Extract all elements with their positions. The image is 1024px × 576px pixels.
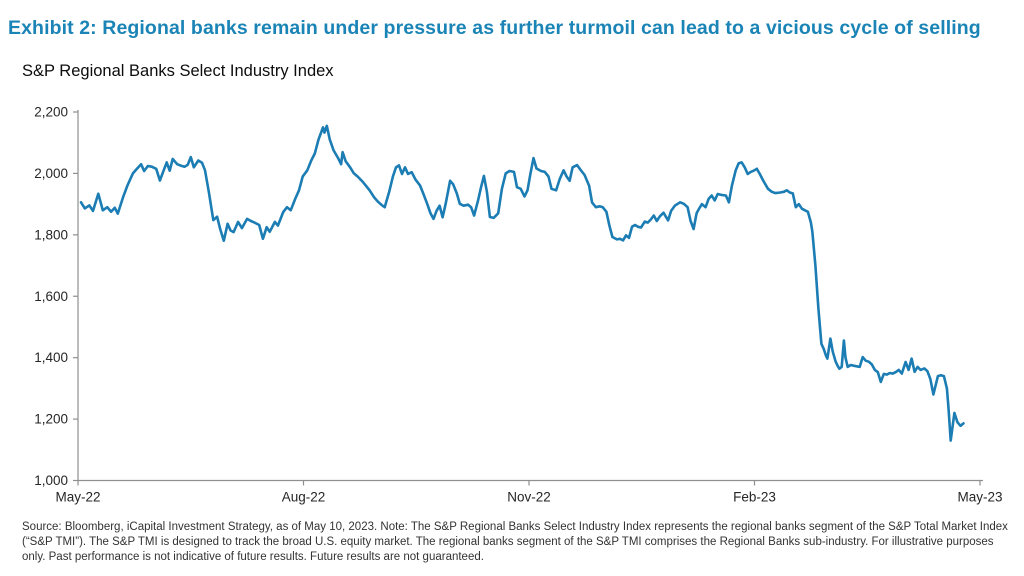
exhibit-title: Exhibit 2: Regional banks remain under p… — [8, 17, 981, 39]
x-axis-tick-label: Aug-22 — [282, 490, 326, 505]
y-axis-tick-label: 2,200 — [34, 105, 68, 120]
y-axis-tick-label: 1,600 — [34, 289, 68, 304]
chart-subtitle: S&P Regional Banks Select Industry Index — [22, 62, 334, 80]
y-axis-tick-label: 1,400 — [34, 350, 68, 365]
x-axis-tick-label: Nov-22 — [507, 490, 551, 505]
y-axis-tick-label: 2,000 — [34, 166, 68, 181]
x-axis-tick-label: Feb-23 — [733, 490, 776, 505]
source-note: Source: Bloomberg, iCapital Investment S… — [22, 521, 1008, 563]
y-axis-tick-label: 1,000 — [34, 473, 68, 488]
y-axis-tick-label: 1,200 — [34, 412, 68, 427]
x-axis-tick-label: May-22 — [55, 490, 100, 505]
x-axis-tick-label: May-23 — [957, 490, 1002, 505]
y-axis-tick-label: 1,800 — [34, 227, 68, 242]
index-line — [79, 124, 965, 442]
